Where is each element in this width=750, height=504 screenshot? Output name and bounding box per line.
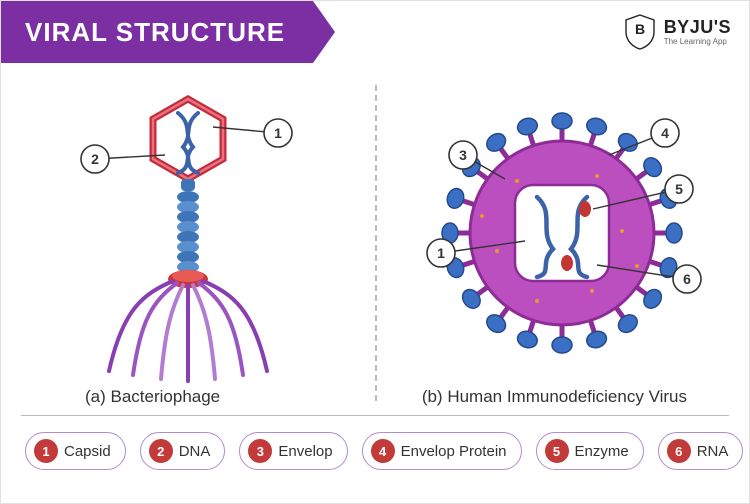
legend-label: Envelop <box>278 443 332 460</box>
legend: 1 Capsid 2 DNA 3 Envelop 4 Envelop Protein 5 Enzy… <box>1 416 749 486</box>
legend-item: 5 Enzyme <box>536 432 644 470</box>
legend-label: DNA <box>179 443 211 460</box>
svg-text:2: 2 <box>91 151 99 167</box>
dna <box>178 113 198 173</box>
page-title: VIRAL STRUCTURE <box>25 17 285 48</box>
legend-label: Envelop Protein <box>401 443 507 460</box>
legend-badge: 5 <box>545 439 569 463</box>
title-band: VIRAL STRUCTURE <box>1 1 313 63</box>
hiv-svg: 3 4 5 1 6 <box>387 81 737 381</box>
svg-text:B: B <box>635 21 645 37</box>
panel-bacteriophage: 12 (a) Bacteriophage <box>1 63 375 415</box>
panel-hiv: 3 4 5 1 6 (b) Human Immunodeficiency Virus <box>375 63 749 415</box>
header: VIRAL STRUCTURE B BYJU'S The Learning Ap… <box>1 1 749 63</box>
legend-item: 3 Envelop <box>239 432 347 470</box>
legend-item: 6 RNA <box>658 432 744 470</box>
legend-badge: 4 <box>371 439 395 463</box>
bacteriophage-svg: 12 <box>23 69 353 389</box>
tail-fibers <box>109 281 267 381</box>
logo-shield-icon: B <box>624 14 656 50</box>
svg-text:4: 4 <box>661 125 669 141</box>
svg-text:5: 5 <box>675 181 683 197</box>
diagram-area: 12 (a) Bacteriophage <box>1 63 749 415</box>
caption-b: (b) Human Immunodeficiency Virus <box>422 387 687 407</box>
logo-text: BYJU'S The Learning App <box>664 18 731 46</box>
svg-text:1: 1 <box>437 245 445 261</box>
legend-badge: 1 <box>34 439 58 463</box>
logo-tagline: The Learning App <box>664 38 731 46</box>
caption-a: (a) Bacteriophage <box>85 387 220 407</box>
brand-logo: B BYJU'S The Learning App <box>624 1 749 63</box>
legend-item: 1 Capsid <box>25 432 126 470</box>
svg-text:1: 1 <box>274 125 282 141</box>
legend-badge: 6 <box>667 439 691 463</box>
svg-text:6: 6 <box>683 271 691 287</box>
legend-label: RNA <box>697 443 729 460</box>
legend-badge: 3 <box>248 439 272 463</box>
legend-badge: 2 <box>149 439 173 463</box>
logo-brand: BYJU'S <box>664 18 731 36</box>
tail <box>168 179 208 288</box>
svg-text:3: 3 <box>459 147 467 163</box>
legend-label: Capsid <box>64 443 111 460</box>
legend-item: 2 DNA <box>140 432 226 470</box>
legend-item: 4 Envelop Protein <box>362 432 522 470</box>
legend-label: Enzyme <box>575 443 629 460</box>
